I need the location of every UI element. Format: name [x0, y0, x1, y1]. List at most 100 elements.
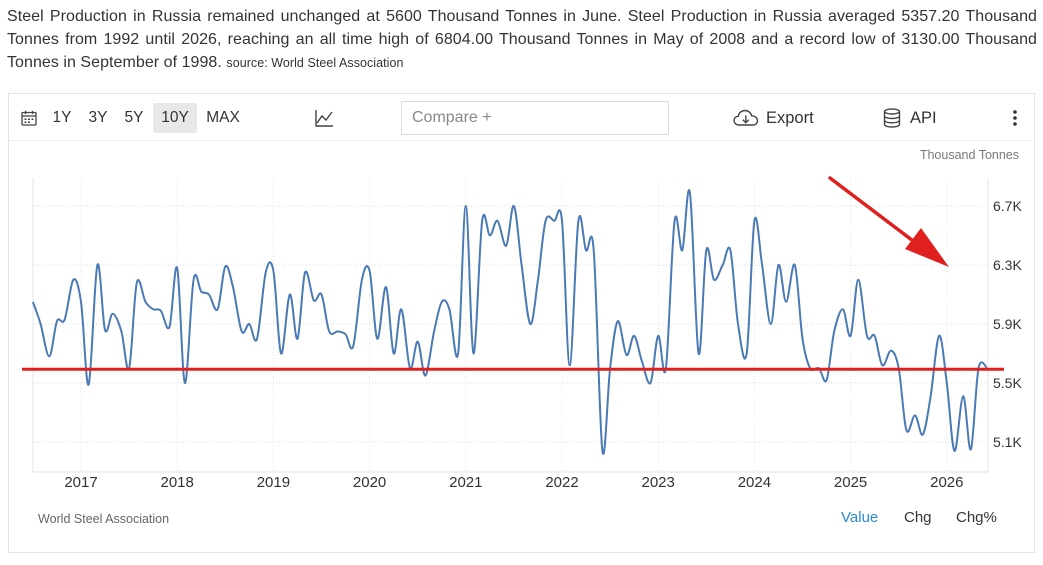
- data-point: [577, 220, 579, 222]
- data-point: [929, 397, 931, 399]
- data-point: [368, 270, 370, 272]
- y-tick-label: 6.3K: [993, 257, 1022, 273]
- data-point: [689, 192, 691, 194]
- range-1y-button[interactable]: 1Y: [52, 109, 72, 126]
- data-point: [625, 354, 627, 356]
- calendar-icon[interactable]: [21, 110, 37, 126]
- source-label: source: World Steel Association: [226, 56, 404, 70]
- data-point: [529, 323, 531, 325]
- data-point: [641, 360, 643, 362]
- data-point: [520, 264, 522, 266]
- y-tick-label: 5.5K: [993, 375, 1022, 391]
- export-label: Export: [766, 109, 814, 127]
- data-point: [505, 245, 507, 247]
- data-point: [104, 329, 106, 331]
- x-tick-label: 2025: [834, 474, 867, 491]
- data-point: [96, 264, 98, 266]
- data-point: [313, 299, 315, 301]
- data-point: [441, 301, 443, 303]
- data-point: [729, 249, 731, 251]
- data-point: [337, 330, 339, 332]
- data-point: [481, 220, 483, 222]
- data-point: [361, 279, 363, 281]
- chart-toolbar: 1Y 3Y 5Y 10Y MAX Export API: [9, 94, 1034, 141]
- data-point: [617, 320, 619, 322]
- data-point: [112, 313, 114, 315]
- data-point: [280, 352, 282, 354]
- cloud-download-icon: [733, 109, 759, 126]
- data-point: [352, 345, 354, 347]
- data-point: [184, 382, 186, 384]
- api-label: API: [910, 109, 937, 127]
- data-point: [905, 429, 907, 431]
- data-point: [842, 308, 844, 310]
- compare-input[interactable]: [401, 101, 669, 135]
- data-point: [801, 338, 803, 340]
- data-point: [938, 335, 940, 337]
- data-point: [465, 205, 467, 207]
- x-tick-label: 2026: [930, 474, 963, 491]
- data-point: [544, 220, 546, 222]
- data-point: [873, 335, 875, 337]
- data-point: [136, 282, 138, 284]
- data-point: [232, 286, 234, 288]
- data-point: [746, 352, 748, 354]
- x-tick-label: 2017: [64, 474, 97, 491]
- data-point: [152, 308, 154, 310]
- unit-label: Thousand Tonnes: [919, 148, 1019, 162]
- data-point: [593, 249, 595, 251]
- tab-chg-percent[interactable]: Chg%: [956, 509, 997, 526]
- data-point: [537, 279, 539, 281]
- data-point: [39, 323, 41, 325]
- data-point: [770, 323, 772, 325]
- data-point: [88, 383, 90, 385]
- data-point: [248, 323, 250, 325]
- tab-chg[interactable]: Chg: [904, 509, 932, 526]
- data-point: [737, 323, 739, 325]
- x-tick-label: 2021: [449, 474, 482, 491]
- data-point: [585, 249, 587, 251]
- range-5y-button[interactable]: 5Y: [124, 109, 144, 126]
- data-point: [417, 341, 419, 343]
- data-point: [657, 335, 659, 337]
- summary-body: Steel Production in Russia remained unch…: [7, 8, 1037, 71]
- chart-type-icon[interactable]: [314, 108, 334, 128]
- data-point: [160, 310, 162, 312]
- data-point: [673, 220, 675, 222]
- data-point: [56, 320, 58, 322]
- data-point: [953, 450, 955, 452]
- data-point: [48, 355, 50, 357]
- data-point: [777, 264, 779, 266]
- range-max-button[interactable]: MAX: [206, 109, 240, 126]
- data-point: [256, 338, 258, 340]
- data-point: [289, 293, 291, 295]
- data-point: [833, 330, 835, 332]
- tab-value[interactable]: Value: [841, 509, 879, 526]
- chart-panel: 1Y 3Y 5Y 10Y MAX Export API: [8, 93, 1035, 553]
- data-point: [200, 290, 202, 292]
- series-line: [31, 189, 989, 455]
- data-point: [176, 267, 178, 269]
- data-point: [457, 352, 459, 354]
- data-point: [393, 352, 395, 354]
- data-point: [866, 335, 868, 337]
- data-point: [970, 448, 972, 450]
- data-point: [753, 220, 755, 222]
- data-point: [72, 279, 74, 281]
- data-point: [713, 279, 715, 281]
- data-point: [80, 301, 82, 303]
- data-point: [633, 335, 635, 337]
- data-point: [890, 349, 892, 351]
- data-point: [489, 234, 491, 236]
- x-tick-label: 2023: [642, 474, 675, 491]
- data-point: [601, 450, 603, 452]
- data-point: [922, 433, 924, 435]
- more-options-icon[interactable]: [1005, 108, 1025, 128]
- range-3y-button[interactable]: 3Y: [88, 109, 108, 126]
- range-10y-button[interactable]: 10Y: [153, 103, 197, 133]
- data-point: [513, 205, 515, 207]
- data-point: [120, 330, 122, 332]
- data-point: [681, 249, 683, 251]
- summary-text: Steel Production in Russia remained unch…: [7, 5, 1037, 75]
